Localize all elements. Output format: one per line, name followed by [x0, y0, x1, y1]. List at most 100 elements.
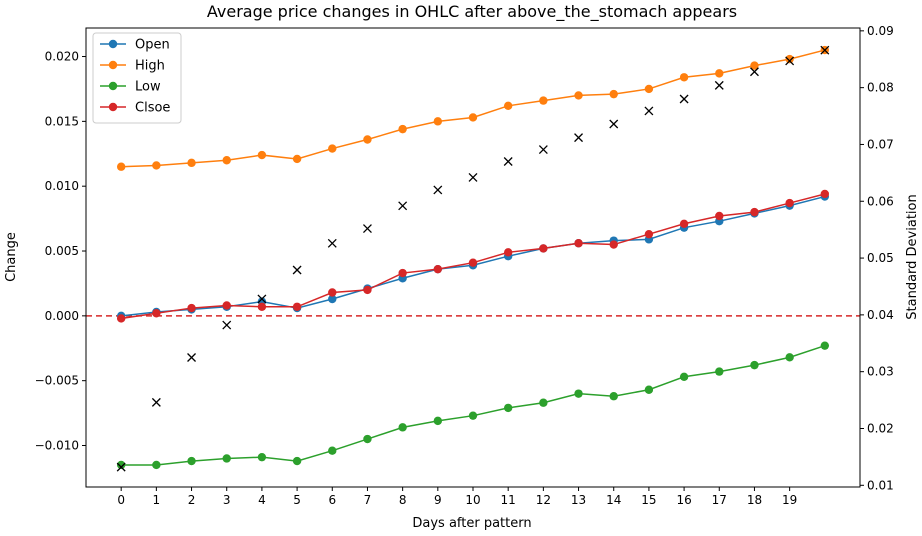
- std-marker: [644, 106, 654, 116]
- y-tick-label: −0.005: [35, 374, 79, 388]
- point-high: [292, 154, 302, 164]
- x-tick-label: 12: [536, 493, 551, 507]
- x-tick-label: 9: [434, 493, 442, 507]
- std-marker: [151, 397, 161, 407]
- point-high: [363, 135, 372, 144]
- std-marker: [292, 265, 302, 275]
- std-marker: [749, 67, 759, 77]
- point-high: [679, 73, 689, 82]
- y2-tick-label: 0.03: [867, 365, 894, 379]
- plot-area: [86, 45, 860, 472]
- point-high: [433, 117, 443, 126]
- chart-title: Average price changes in OHLC after abov…: [207, 2, 737, 22]
- legend-label: Low: [135, 80, 161, 95]
- point-low: [328, 446, 337, 455]
- point-clsoe: [644, 229, 654, 239]
- point-clsoe: [750, 207, 759, 217]
- y-tick-label: 0.015: [45, 114, 79, 128]
- point-clsoe: [715, 211, 724, 221]
- std-marker: [820, 45, 830, 55]
- point-low: [644, 385, 654, 394]
- point-clsoe: [820, 189, 830, 199]
- point-low: [433, 416, 443, 426]
- y-axis-label: Change: [4, 232, 19, 282]
- std-marker: [327, 238, 337, 248]
- std-marker: [257, 294, 267, 304]
- point-high: [116, 162, 126, 171]
- legend-label: High: [135, 59, 165, 74]
- point-high: [328, 144, 337, 153]
- x-tick-label: 2: [188, 493, 196, 507]
- point-high: [609, 89, 618, 99]
- point-low: [187, 456, 196, 466]
- y2-tick-label: 0.04: [867, 308, 894, 322]
- point-clsoe: [187, 303, 196, 313]
- point-low: [574, 389, 583, 398]
- legend-label: Open: [135, 38, 170, 53]
- std-marker: [574, 133, 584, 143]
- point-clsoe: [785, 198, 794, 208]
- point-low: [539, 398, 548, 407]
- point-clsoe: [222, 301, 231, 310]
- y2-tick-label: 0.06: [867, 194, 894, 208]
- point-clsoe: [328, 288, 337, 297]
- legend: Open High Low Clsoe: [92, 32, 182, 124]
- x-tick-label: 16: [676, 493, 691, 507]
- point-low: [292, 456, 302, 466]
- point-clsoe: [468, 258, 478, 267]
- point-high: [539, 96, 548, 105]
- y2-tick-label: 0.08: [867, 81, 894, 95]
- x-tick-label: 5: [293, 493, 301, 507]
- x-tick-label: 13: [571, 493, 586, 507]
- legend-label: Clsoe: [135, 101, 170, 116]
- point-high: [187, 158, 196, 168]
- point-clsoe: [433, 264, 443, 274]
- x-axis-label: Days after pattern: [412, 516, 531, 531]
- point-high: [222, 156, 231, 165]
- point-clsoe: [116, 314, 126, 323]
- point-open: [328, 294, 337, 304]
- point-clsoe: [679, 219, 689, 228]
- y2-tick-label: 0.02: [867, 421, 894, 435]
- y2-tick-label: 0.09: [867, 24, 894, 38]
- point-high: [644, 84, 654, 94]
- x-tick-label: 10: [465, 493, 480, 507]
- point-low: [468, 411, 478, 420]
- point-high: [503, 101, 513, 110]
- x-tick-label: 8: [399, 493, 407, 507]
- x-tick-label: 3: [223, 493, 231, 507]
- x-tick-label: 17: [712, 493, 727, 507]
- point-clsoe: [574, 239, 583, 248]
- point-high: [715, 69, 724, 78]
- point-clsoe: [363, 285, 372, 295]
- x-tick-label: 19: [782, 493, 797, 507]
- point-low: [503, 403, 513, 413]
- point-clsoe: [152, 309, 161, 318]
- point-clsoe: [539, 244, 548, 253]
- point-low: [363, 434, 372, 444]
- x-tick-label: 6: [328, 493, 336, 507]
- point-low: [398, 423, 407, 432]
- x-tick-label: 4: [258, 493, 266, 507]
- std-marker: [433, 185, 443, 195]
- series-line-low: [121, 344, 826, 466]
- y2-tick-label: 0.05: [867, 251, 894, 265]
- point-clsoe: [398, 268, 407, 278]
- x-tick-label: 15: [641, 493, 656, 507]
- point-low: [820, 341, 830, 350]
- point-clsoe: [292, 302, 302, 311]
- y-tick-label: −0.010: [35, 439, 79, 453]
- point-clsoe: [609, 240, 618, 249]
- y2-tick-label: 0.07: [867, 137, 894, 151]
- y2-axis-label: Standard Deviation: [905, 194, 920, 319]
- std-marker: [714, 80, 724, 90]
- std-marker: [503, 157, 513, 166]
- point-high: [468, 113, 478, 122]
- point-clsoe: [257, 302, 267, 311]
- std-marker: [187, 353, 197, 362]
- std-marker: [222, 320, 232, 330]
- legend-marker: [108, 102, 118, 112]
- std-marker: [538, 145, 548, 155]
- y-tick-label: 0.020: [45, 50, 79, 64]
